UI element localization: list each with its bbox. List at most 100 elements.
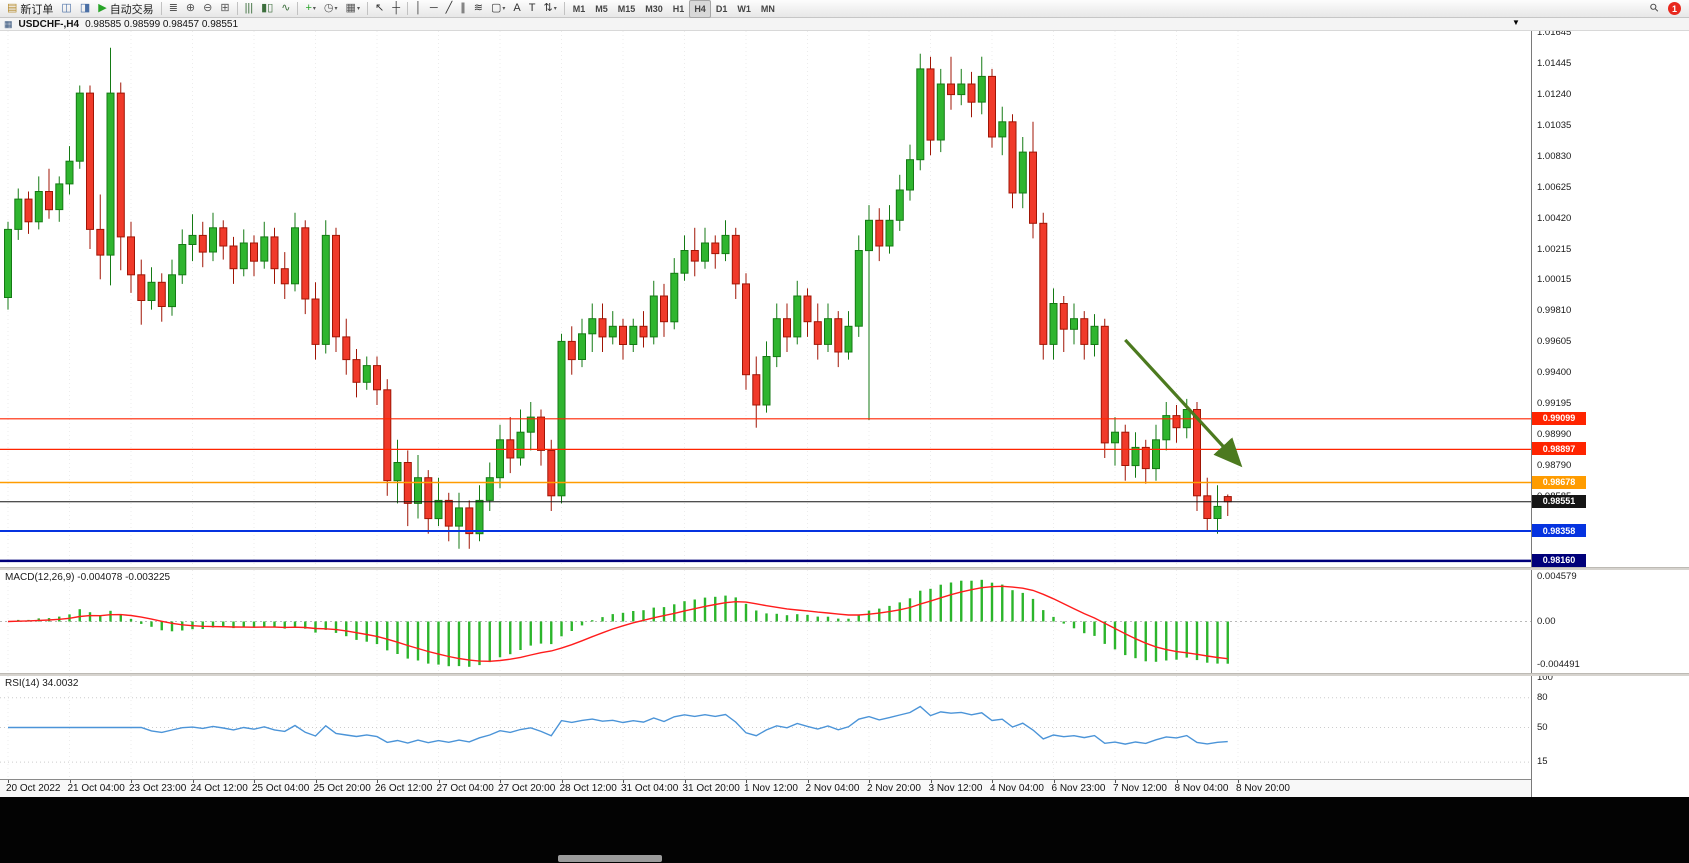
zoom-out-button[interactable]: ⊖ bbox=[199, 0, 216, 18]
indicators-list-icon: ≣ bbox=[168, 2, 178, 14]
equidistant-channel-button[interactable]: ∥ bbox=[456, 0, 470, 18]
timeframe-d1-button[interactable]: D1 bbox=[715, 3, 728, 14]
toolbar-separator bbox=[366, 2, 368, 15]
data-window-button[interactable]: ◨ bbox=[76, 0, 94, 18]
toolbar-right: ⚲ 1 bbox=[1647, 0, 1686, 18]
time-axis-label: 3 Nov 12:00 bbox=[928, 783, 983, 794]
time-tick bbox=[8, 780, 9, 783]
timeframe-h1-button[interactable]: H1 bbox=[672, 3, 685, 14]
trendline-button[interactable]: ╱ bbox=[442, 0, 457, 18]
arrows-button[interactable]: ⇅ ▾ bbox=[540, 0, 561, 18]
price-axis-label: 0.99195 bbox=[1537, 398, 1572, 410]
price-axis-label: 1.00625 bbox=[1537, 181, 1572, 193]
macd-label: MACD(12,26,9) -0.004078 -0.003225 bbox=[5, 572, 170, 583]
price-axis-label: 1.01445 bbox=[1537, 57, 1572, 69]
time-axis-label: 23 Oct 23:00 bbox=[129, 783, 187, 794]
cursor-button[interactable]: ↖ bbox=[371, 0, 388, 18]
macd-name: MACD(12,26,9) bbox=[5, 572, 75, 583]
time-tick bbox=[1176, 780, 1178, 783]
zoom-in-icon: ⊕ bbox=[185, 2, 196, 14]
panel-splitter[interactable] bbox=[0, 673, 1689, 676]
crosshair-button[interactable]: ┼ bbox=[388, 0, 404, 18]
text-label-button[interactable]: T bbox=[525, 0, 540, 18]
equidistant-channel-icon: ∥ bbox=[460, 2, 466, 14]
price-axis-label: 0.98790 bbox=[1537, 459, 1572, 471]
time-tick bbox=[69, 780, 71, 783]
timeframe-mn-button[interactable]: MN bbox=[760, 3, 775, 14]
price-axis-label: 1.01240 bbox=[1537, 88, 1572, 100]
macd-panel[interactable] bbox=[0, 570, 1531, 673]
time-axis: 20 Oct 2022 21 Oct 04:00 23 Oct 23:00 24 Oc… bbox=[0, 779, 1689, 797]
timeframe-w1-button[interactable]: W1 bbox=[737, 3, 751, 14]
periods-icon: ◷ bbox=[323, 2, 334, 14]
add-indicator-icon: + bbox=[305, 2, 312, 14]
price-line-badge: 0.98678 bbox=[1532, 475, 1586, 489]
timeframe-m1-button[interactable]: M1 bbox=[572, 3, 586, 14]
search-button[interactable]: ⚲ bbox=[1647, 0, 1663, 18]
add-indicator-button[interactable]: + ▾ bbox=[301, 0, 319, 18]
text-button[interactable]: A bbox=[509, 0, 524, 18]
toolbar-separator bbox=[297, 2, 299, 15]
tile-windows-button[interactable]: ⊞ bbox=[216, 0, 233, 18]
time-axis-label: 31 Oct 04:00 bbox=[621, 783, 679, 794]
indicators-list-button[interactable]: ≣ bbox=[165, 0, 182, 18]
taskbar-handle[interactable] bbox=[558, 855, 662, 862]
time-axis-label: 1 Nov 12:00 bbox=[744, 783, 798, 794]
trend-arrow bbox=[1124, 338, 1243, 468]
time-axis-label: 27 Oct 20:00 bbox=[498, 783, 556, 794]
time-tick bbox=[254, 780, 255, 783]
time-tick bbox=[684, 780, 686, 783]
charts-icon: ◫ bbox=[61, 2, 72, 14]
line-chart-button[interactable]: ∿ bbox=[277, 0, 294, 18]
time-axis-label: 4 Nov 04:00 bbox=[990, 783, 1044, 794]
time-axis-label: 7 Nov 12:00 bbox=[1113, 783, 1167, 794]
panel-splitter[interactable] bbox=[0, 567, 1689, 570]
horizontal-line-button[interactable]: ─ bbox=[426, 0, 442, 18]
time-tick bbox=[1115, 780, 1116, 783]
candlestick-chart[interactable] bbox=[0, 31, 1531, 567]
time-axis-label: 31 Oct 20:00 bbox=[682, 783, 740, 794]
rsi-panel[interactable] bbox=[0, 676, 1531, 779]
vertical-line-icon: │ bbox=[414, 2, 422, 14]
charts-button[interactable]: ◫ bbox=[57, 0, 75, 18]
time-tick bbox=[500, 780, 501, 783]
timeframe-m30-button[interactable]: M30 bbox=[645, 3, 663, 14]
time-axis-label: 25 Oct 20:00 bbox=[313, 783, 371, 794]
candlestick-chart-icon: ▮▯ bbox=[261, 2, 274, 14]
time-tick bbox=[561, 780, 563, 783]
rsi-chart bbox=[0, 676, 1531, 779]
cursor-icon: ↖ bbox=[374, 2, 385, 14]
price-line-badge: 0.98358 bbox=[1532, 524, 1586, 537]
zoom-in-button[interactable]: ⊕ bbox=[182, 0, 199, 18]
templates-button[interactable]: ▦ ▾ bbox=[342, 0, 364, 18]
timeframe-m15-button[interactable]: M15 bbox=[617, 3, 636, 14]
fibonacci-icon: ≋ bbox=[473, 2, 483, 14]
candlestick-chart-button[interactable]: ▮▯ bbox=[257, 0, 277, 18]
bar-chart-button[interactable]: ||| bbox=[241, 0, 258, 18]
chart-window-icon: ▦ bbox=[4, 18, 13, 29]
time-tick bbox=[1238, 780, 1239, 783]
rsi-name: RSI(14) bbox=[5, 678, 40, 689]
toolbar-separator bbox=[406, 2, 408, 15]
periods-button[interactable]: ◷ ▾ bbox=[320, 0, 342, 18]
timeframe-m5-button[interactable]: M5 bbox=[595, 3, 608, 14]
shapes-icon: ▢ bbox=[491, 2, 502, 14]
auto-trading-button-label: 自动交易 bbox=[109, 3, 154, 16]
arrows-icon: ⇅ bbox=[543, 2, 553, 14]
time-tick bbox=[131, 780, 132, 783]
price-chart-panel[interactable] bbox=[0, 31, 1531, 567]
new-order-icon: ▤ bbox=[7, 2, 18, 14]
notification-badge[interactable]: 1 bbox=[1668, 2, 1681, 15]
price-axis-label: 0.99400 bbox=[1537, 367, 1572, 379]
time-tick bbox=[438, 780, 440, 783]
new-order-button[interactable]: ▤ 新订单 bbox=[3, 0, 57, 18]
chart-shift-marker-icon[interactable]: ▼ bbox=[1512, 18, 1520, 27]
caret-down-icon: ▾ bbox=[553, 6, 557, 12]
timeframe-h4-button[interactable]: H4 bbox=[689, 0, 711, 18]
shapes-button[interactable]: ▢ ▾ bbox=[487, 0, 509, 18]
time-axis-label: 25 Oct 04:00 bbox=[252, 783, 310, 794]
price-axis-label: 1.00830 bbox=[1537, 150, 1572, 162]
auto-trading-button[interactable]: ▶ 自动交易 bbox=[94, 0, 157, 18]
vertical-line-button[interactable]: │ bbox=[411, 0, 426, 18]
fibonacci-button[interactable]: ≋ bbox=[470, 0, 487, 18]
